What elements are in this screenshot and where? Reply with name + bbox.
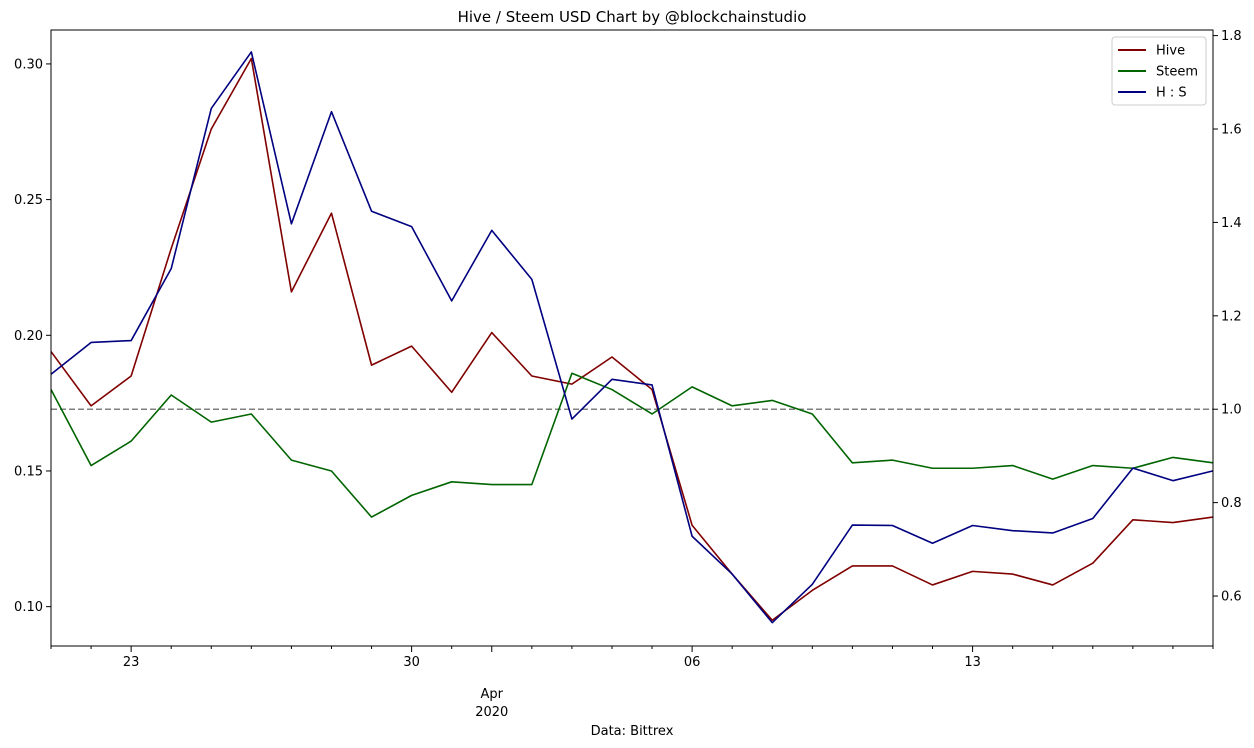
x-tick-label-1: 30 [403, 655, 420, 670]
y-left-tick-label-3: 0.25 [14, 193, 43, 208]
series-line-1 [50, 372, 1214, 518]
chart-title: Hive / Steem USD Chart by @blockchainstu… [458, 8, 807, 26]
series-line-0 [50, 57, 1214, 622]
x-tick-label-3: 06 [684, 655, 701, 670]
y-right-tick-label-2: 1.0 [1221, 403, 1242, 418]
legend-label-1: Steem [1156, 65, 1198, 80]
y-right-tick-label-6: 1.8 [1221, 29, 1242, 44]
legend-label-0: Hive [1156, 44, 1185, 59]
x-tick-label-2: Apr [481, 687, 504, 702]
y-left-tick-label-4: 0.30 [14, 57, 43, 72]
y-left-tick-label-2: 0.20 [14, 329, 43, 344]
y-right-tick-label-4: 1.4 [1221, 216, 1242, 231]
plot-area: 23 30 Apr 2020 06 13 0.10 0.15 0.20 0.25 0.30 0.6 0.… [14, 29, 1242, 720]
y-right-tick-label-1: 0.8 [1221, 496, 1242, 511]
legend-label-2: H : S [1156, 86, 1187, 101]
y-right-tick-label-0: 0.6 [1221, 590, 1242, 605]
y-left-tick-label-0: 0.10 [14, 600, 43, 615]
legend-box [1111, 36, 1207, 106]
x-tick-label-4: 13 [964, 655, 981, 670]
series-line-2 [50, 51, 1214, 624]
x-tick-label-0: 23 [123, 655, 140, 670]
y-right-tick-label-5: 1.6 [1221, 123, 1242, 138]
x-axis-label: Data: Bittrex [591, 724, 674, 739]
x-tick-sublabel-2: 2020 [475, 705, 508, 720]
y-left-tick-label-1: 0.15 [14, 464, 43, 479]
plot-frame [50, 29, 1214, 647]
y-right-tick-label-3: 1.2 [1221, 309, 1242, 324]
